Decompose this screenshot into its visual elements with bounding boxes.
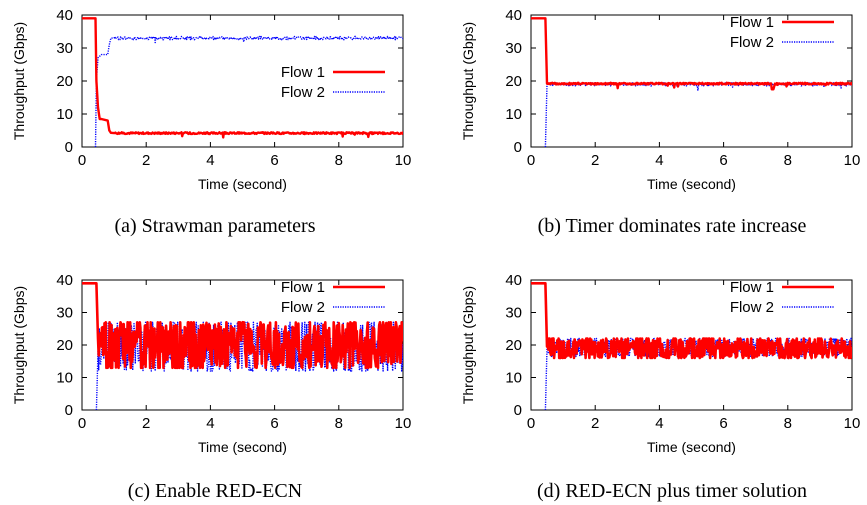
x-tick-label: 6 [719, 415, 727, 432]
panel-caption: (b) Timer dominates rate increase [538, 215, 807, 237]
y-tick-label: 40 [505, 272, 522, 289]
y-tick-label: 0 [65, 139, 73, 156]
y-tick-label: 20 [56, 337, 73, 354]
chart-panel-4: 0 2 4 6 8 10 0 10 20 30 40 Time (second) Throughput … [460, 272, 860, 455]
chart-panel-3: 0 2 4 6 8 10 0 10 20 30 40 Time (second) Throughput … [11, 272, 411, 455]
legend-label: Flow 2 [281, 84, 325, 101]
y-axis-label: Throughput (Gbps) [11, 22, 27, 140]
y-tick-label: 0 [514, 402, 522, 419]
panel-caption: (c) Enable RED-ECN [128, 480, 302, 502]
legend: Flow 1 Flow 2 [281, 64, 385, 101]
legend-label: Flow 2 [730, 299, 774, 316]
series-group [531, 282, 852, 410]
x-tick-label: 4 [655, 152, 663, 169]
x-tick-label: 8 [784, 415, 792, 432]
legend-label: Flow 1 [730, 14, 774, 31]
x-tick-label: 0 [78, 415, 86, 432]
x-tick-label: 6 [270, 415, 278, 432]
x-tick-label: 10 [844, 152, 861, 169]
legend-label: Flow 1 [281, 279, 325, 296]
y-tick-label: 10 [56, 370, 73, 387]
y-tick-label: 10 [56, 106, 73, 123]
chart-panel-1: 0 2 4 6 8 10 0 10 20 30 40 Time (second) Throughput … [11, 7, 411, 192]
legend: Flow 1 Flow 2 [281, 279, 385, 316]
x-tick-label: 2 [591, 152, 599, 169]
x-tick-label: 10 [395, 415, 412, 432]
series-line-flow-2 [94, 35, 403, 147]
x-tick-label: 0 [527, 152, 535, 169]
y-tick-label: 20 [505, 73, 522, 90]
x-tick-label: 0 [78, 152, 86, 169]
panel-caption: (d) RED-ECN plus timer solution [537, 480, 807, 502]
x-tick-label: 10 [844, 415, 861, 432]
y-tick-label: 10 [505, 106, 522, 123]
series-group [82, 282, 403, 410]
series-line-flow-1 [531, 282, 852, 360]
y-tick-label: 0 [65, 402, 73, 419]
series-group [82, 17, 403, 147]
x-axis-label: Time (second) [647, 176, 736, 192]
x-tick-label: 2 [591, 415, 599, 432]
x-tick-label: 0 [527, 415, 535, 432]
y-tick-label: 20 [56, 73, 73, 90]
x-tick-label: 8 [784, 152, 792, 169]
x-tick-label: 4 [206, 415, 214, 432]
x-axis-label: Time (second) [647, 439, 736, 455]
plot-frame [81, 14, 404, 148]
y-tick-label: 30 [505, 40, 522, 57]
series-line-flow-1 [82, 282, 403, 370]
y-tick-label: 30 [56, 40, 73, 57]
series-group [531, 17, 852, 147]
series-line-flow-1 [82, 17, 403, 139]
y-axis-label: Throughput (Gbps) [11, 286, 27, 404]
series-line-flow-1 [531, 17, 852, 91]
y-tick-label: 30 [56, 305, 73, 322]
y-tick-label: 40 [505, 7, 522, 24]
legend-label: Flow 2 [730, 34, 774, 51]
legend-label: Flow 1 [281, 64, 325, 81]
series-line-flow-2 [544, 82, 852, 147]
y-axis-label: Throughput (Gbps) [460, 22, 476, 140]
x-tick-label: 2 [142, 152, 150, 169]
x-tick-label: 4 [206, 152, 214, 169]
y-tick-label: 20 [505, 337, 522, 354]
plot-frame [530, 14, 853, 148]
y-tick-label: 40 [56, 7, 73, 24]
x-axis-label: Time (second) [198, 439, 287, 455]
y-tick-label: 40 [56, 272, 73, 289]
legend: Flow 1 Flow 2 [730, 279, 834, 316]
x-tick-label: 6 [719, 152, 727, 169]
y-tick-label: 0 [514, 139, 522, 156]
y-axis-label: Throughput (Gbps) [460, 286, 476, 404]
x-tick-label: 6 [270, 152, 278, 169]
legend-label: Flow 1 [730, 279, 774, 296]
legend-label: Flow 2 [281, 299, 325, 316]
x-axis-label: Time (second) [198, 176, 287, 192]
panel-caption: (a) Strawman parameters [114, 215, 315, 237]
x-tick-label: 4 [655, 415, 663, 432]
x-tick-label: 8 [335, 415, 343, 432]
legend: Flow 1 Flow 2 [730, 14, 834, 51]
chart-panel-2: 0 2 4 6 8 10 0 10 20 30 40 Time (second) Throughput … [460, 7, 860, 192]
y-tick-label: 30 [505, 305, 522, 322]
x-tick-label: 8 [335, 152, 343, 169]
x-tick-label: 10 [395, 152, 412, 169]
x-tick-label: 2 [142, 415, 150, 432]
y-tick-label: 10 [505, 370, 522, 387]
